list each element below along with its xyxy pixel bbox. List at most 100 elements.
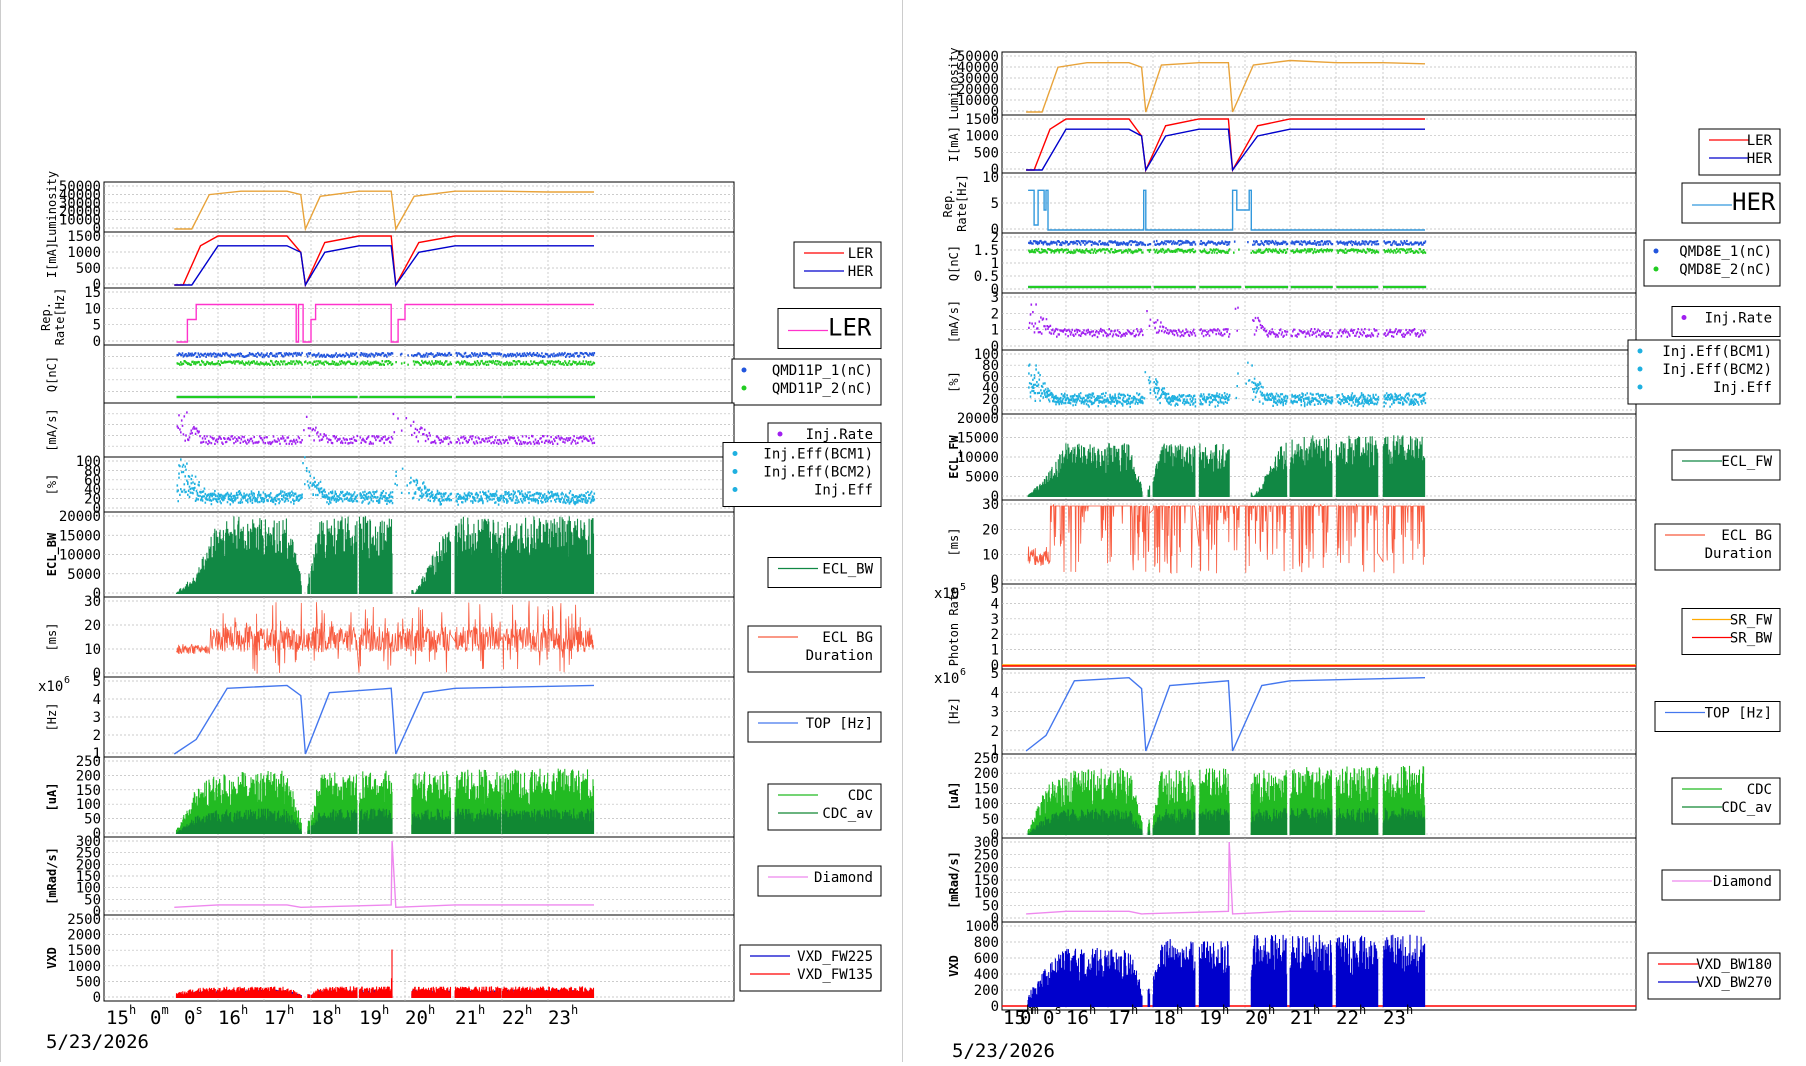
right-trace-ler bbox=[1026, 118, 1425, 173]
right-panel-6-ytick: 15000 bbox=[957, 431, 999, 447]
left-trace-luminosity bbox=[174, 190, 594, 232]
left-panel-8-ytick: 1 bbox=[93, 746, 101, 762]
right-legend-box-3 bbox=[1643, 239, 1781, 287]
left-xtick-label: 17 bbox=[264, 1007, 287, 1029]
right-panel-8-ytick: 4 bbox=[991, 596, 999, 612]
left-xtick-6: 19 h bbox=[359, 1003, 389, 1029]
right-legend-qmd8e-1-nc--swatch bbox=[1653, 248, 1659, 254]
left-legend-ler: LER bbox=[848, 246, 874, 262]
left-panel-11-ylabel: VXD bbox=[45, 947, 59, 969]
right-panel-8-multiplier-exp: 5 bbox=[960, 582, 966, 593]
right-panel-12-ytick: 400 bbox=[974, 967, 999, 983]
right-panel-11-ytick: 100 bbox=[974, 886, 999, 902]
left-panel-8-ylabel: [Hz] bbox=[45, 703, 59, 732]
left-legend-qmd11p-2-nc-: QMD11P_2(nC) bbox=[772, 381, 873, 397]
left-panel-1-ylabel: I[mA] bbox=[45, 242, 59, 278]
left-panel-2-ylabel: Rate[Hz] bbox=[53, 288, 67, 346]
left-xtick-label: 20 bbox=[405, 1007, 428, 1029]
right-panel-12-ytick: 200 bbox=[974, 983, 999, 999]
left-xtick-label: 0 bbox=[150, 1007, 161, 1029]
right-panel-frame-4 bbox=[1001, 292, 1637, 351]
left-legend-top-hz-: TOP [Hz] bbox=[806, 716, 873, 732]
right-legend-sr-bw: SR_BW bbox=[1730, 631, 1773, 647]
right-panel-8-multiplier: x10 bbox=[934, 586, 959, 602]
left-panel-11-ytick: 1000 bbox=[67, 959, 101, 975]
right-panel-3-ylabel: Q[nC] bbox=[947, 245, 961, 281]
left-legend-inj-eff-bcm1-: Inj.Eff(BCM1) bbox=[763, 447, 873, 463]
right-xtick-suffix: h bbox=[1268, 1003, 1275, 1017]
right-panel-3-ytick: 0.5 bbox=[974, 269, 999, 285]
left-trace-inj-eff bbox=[178, 472, 595, 506]
right-legend-inj-rate: Inj.Rate bbox=[1705, 311, 1772, 327]
left-panel-frame-11 bbox=[103, 914, 735, 1002]
left-legend-inj-eff-bcm2-: Inj.Eff(BCM2) bbox=[763, 465, 873, 481]
right-xtick-label: 21 bbox=[1290, 1007, 1313, 1029]
right-panel-7-ytick: 0 bbox=[991, 573, 999, 589]
left-legend-inj-eff: Inj.Eff bbox=[814, 483, 873, 499]
right-panel-2-ytick: 10 bbox=[982, 170, 999, 186]
left-panel-10-ytick: 200 bbox=[76, 857, 101, 873]
right-panel-1-ytick: 1000 bbox=[965, 129, 999, 145]
right-trace-inj-eff bbox=[1028, 364, 1422, 408]
left-panel-5-ytick: 80 bbox=[84, 463, 101, 479]
right-xtick-suffix: m bbox=[1032, 1003, 1039, 1017]
left-panel-8-ytick: 2 bbox=[93, 728, 101, 744]
right-panel-6-ytick: 10000 bbox=[957, 450, 999, 466]
left-panel-4-ylabel: [mA/s] bbox=[45, 408, 59, 451]
right-panel-6-ytick: 0 bbox=[991, 489, 999, 505]
right-xtick-suffix: h bbox=[1026, 1003, 1033, 1017]
left-legend-box-9 bbox=[767, 783, 882, 831]
right-panel-7-ytick: 20 bbox=[982, 522, 999, 538]
right-panel-0-ytick: 20000 bbox=[957, 82, 999, 98]
left-panel-3: Q[nC] QMD11P_1(nC) QMD11P_2(nC) bbox=[45, 344, 882, 406]
left-panel-11-ytick: 500 bbox=[76, 974, 101, 990]
right-panel-9-multiplier: x10 bbox=[934, 671, 959, 687]
left-panel-0-ytick: 0 bbox=[93, 221, 101, 237]
left-panel-6-ytick: 0 bbox=[93, 586, 101, 602]
left-panel-8-multiplier-exp: 6 bbox=[64, 675, 70, 686]
right-xtick-suffix: h bbox=[1359, 1003, 1366, 1017]
left-panel-5-ytick: 20 bbox=[84, 492, 101, 508]
right-panel-5-ytick: 100 bbox=[974, 347, 999, 363]
left-panel-0-ytick: 30000 bbox=[59, 196, 101, 212]
left-legend-qmd11p-1-nc--swatch bbox=[741, 367, 747, 373]
left-legend-vxd-fw225: VXD_FW225 bbox=[797, 949, 873, 965]
left-panel-0-ytick: 40000 bbox=[59, 187, 101, 203]
right-panel-8-ytick: 1 bbox=[991, 643, 999, 659]
right-panel-8-ytick: 5 bbox=[991, 581, 999, 597]
left-panel-9-ytick: 100 bbox=[76, 797, 101, 813]
left-panel-10-ytick: 250 bbox=[76, 846, 101, 862]
right-panel-10-ytick: 200 bbox=[974, 766, 999, 782]
left-legend-ler: LER bbox=[828, 314, 872, 342]
right-panel-8-ytick: 0 bbox=[991, 658, 999, 674]
left-panel-10-ytick: 50 bbox=[84, 892, 101, 908]
right-panel-0-ylabel: Luminosity bbox=[947, 47, 961, 119]
left-legend-cdc-av: CDC_av bbox=[822, 806, 873, 822]
right-trace-diamond bbox=[1026, 841, 1425, 915]
right-panel-1-ytick: 500 bbox=[974, 145, 999, 161]
right-panel-9-ytick: 2 bbox=[991, 724, 999, 740]
screen-divider bbox=[902, 0, 903, 1062]
right-panel-3-ytick: 1 bbox=[991, 256, 999, 272]
left-trace-ecl-bg bbox=[176, 601, 594, 674]
right-xtick-suffix: h bbox=[1131, 1003, 1138, 1017]
right-xtick-label: 22 bbox=[1336, 1007, 1359, 1029]
right-panel-4-ytick: 0 bbox=[991, 339, 999, 355]
right-panel-4-ylabel: [mA/s] bbox=[947, 300, 961, 343]
left-panel-5-ytick: 0 bbox=[93, 501, 101, 517]
right-legend-inj-eff-swatch bbox=[1637, 384, 1643, 390]
right-panel-9-multiplier-exp: 6 bbox=[960, 667, 966, 678]
right-panel-5-ytick: 40 bbox=[982, 381, 999, 397]
left-panel-8-ytick: 4 bbox=[93, 692, 101, 708]
right-trace-cdc-av bbox=[1027, 807, 1426, 835]
left-panel-10-ytick: 0 bbox=[93, 904, 101, 920]
left-panel-5-ytick: 100 bbox=[76, 454, 101, 470]
left-legend-box-10 bbox=[757, 865, 882, 897]
